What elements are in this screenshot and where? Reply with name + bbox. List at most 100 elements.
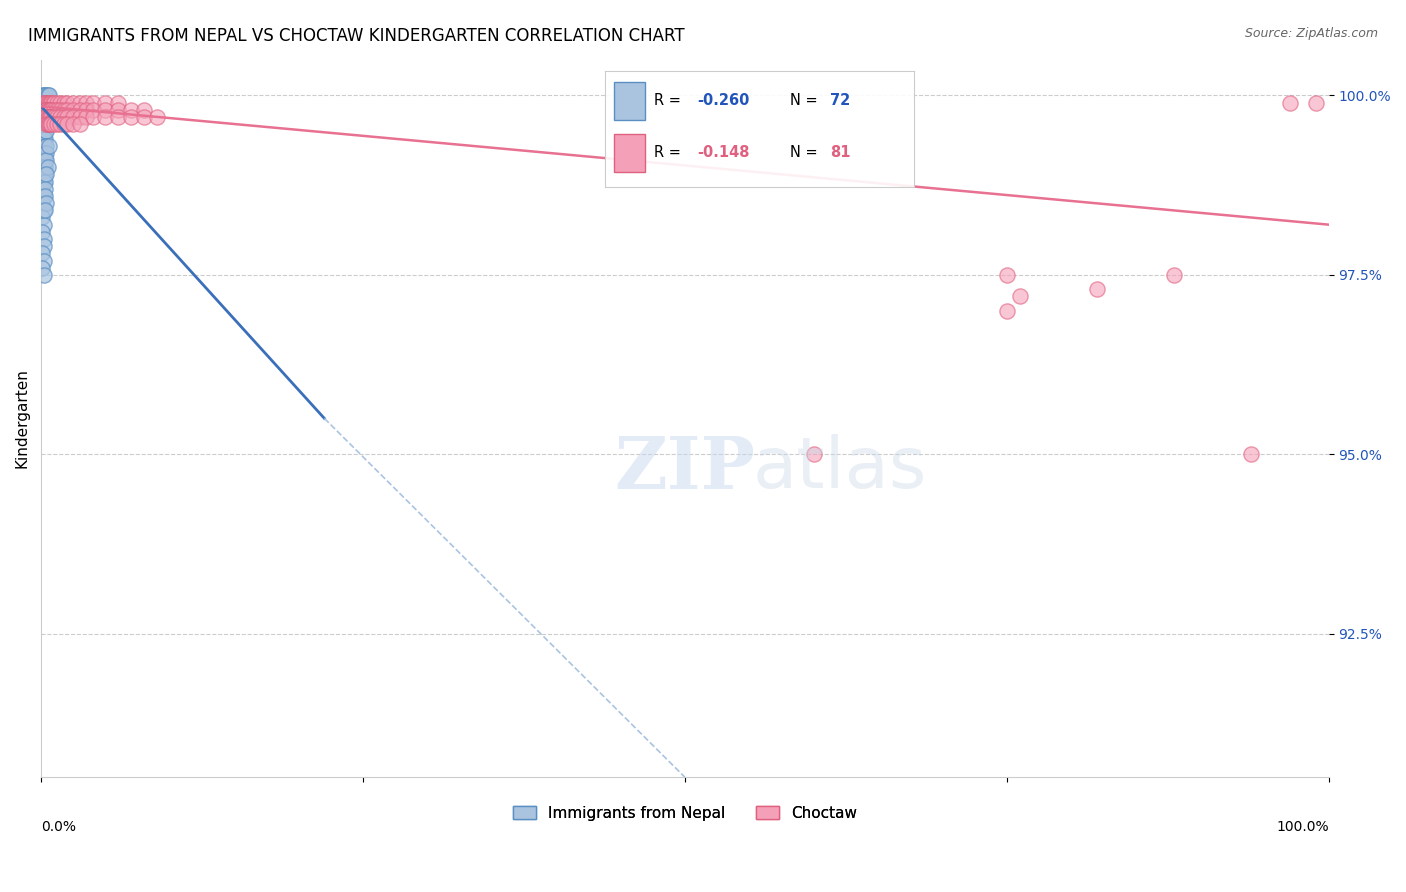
- Text: Source: ZipAtlas.com: Source: ZipAtlas.com: [1244, 27, 1378, 40]
- Point: [146, 110, 169, 124]
- Point: [35, 103, 58, 117]
- Point: [62, 103, 84, 117]
- Point: [38, 110, 60, 124]
- Point: [32, 131, 55, 145]
- Point: [62, 110, 84, 124]
- Point: [32, 253, 55, 268]
- Point: [132, 103, 155, 117]
- Point: [56, 95, 79, 110]
- Point: [32, 232, 55, 246]
- Point: [32, 203, 55, 218]
- Point: [41, 117, 63, 131]
- Point: [35, 196, 58, 211]
- Point: [34, 110, 56, 124]
- Point: [94, 95, 117, 110]
- Text: N =: N =: [790, 93, 823, 108]
- Point: [45, 110, 67, 124]
- Point: [31, 175, 53, 189]
- Point: [35, 117, 58, 131]
- Point: [39, 95, 62, 110]
- Point: [32, 110, 55, 124]
- Point: [38, 103, 60, 117]
- Point: [34, 175, 56, 189]
- Point: [32, 103, 55, 117]
- Point: [32, 95, 55, 110]
- Point: [41, 95, 63, 110]
- Point: [107, 103, 129, 117]
- Point: [75, 103, 97, 117]
- Point: [75, 95, 97, 110]
- Point: [42, 95, 65, 110]
- Point: [1085, 282, 1108, 296]
- Point: [31, 211, 53, 225]
- Point: [34, 145, 56, 160]
- Point: [31, 88, 53, 103]
- Point: [38, 138, 60, 153]
- Point: [1008, 289, 1031, 303]
- Point: [31, 182, 53, 196]
- Point: [49, 110, 72, 124]
- Point: [34, 88, 56, 103]
- Point: [32, 175, 55, 189]
- Point: [37, 88, 59, 103]
- Point: [31, 103, 53, 117]
- Point: [35, 145, 58, 160]
- Point: [31, 124, 53, 138]
- Point: [32, 268, 55, 282]
- Point: [31, 138, 53, 153]
- Point: [34, 103, 56, 117]
- Point: [803, 447, 825, 461]
- Text: R =: R =: [654, 145, 686, 160]
- Text: 81: 81: [831, 145, 851, 160]
- Point: [32, 117, 55, 131]
- Point: [995, 303, 1018, 318]
- Point: [34, 153, 56, 167]
- Point: [53, 103, 76, 117]
- Point: [32, 124, 55, 138]
- Point: [38, 95, 60, 110]
- Point: [56, 110, 79, 124]
- Point: [53, 95, 76, 110]
- Point: [34, 117, 56, 131]
- Bar: [614, 82, 645, 120]
- Point: [32, 153, 55, 167]
- Point: [1279, 95, 1302, 110]
- Bar: [614, 134, 645, 172]
- Point: [35, 103, 58, 117]
- Text: IMMIGRANTS FROM NEPAL VS CHOCTAW KINDERGARTEN CORRELATION CHART: IMMIGRANTS FROM NEPAL VS CHOCTAW KINDERG…: [28, 27, 685, 45]
- Y-axis label: Kindergarten: Kindergarten: [15, 368, 30, 468]
- Point: [35, 168, 58, 182]
- Point: [35, 138, 58, 153]
- Text: 0.0%: 0.0%: [41, 821, 76, 834]
- Point: [120, 103, 142, 117]
- Point: [120, 110, 142, 124]
- Point: [45, 117, 67, 131]
- Text: -0.148: -0.148: [697, 145, 749, 160]
- Point: [37, 95, 59, 110]
- Point: [31, 196, 53, 211]
- Point: [35, 88, 58, 103]
- Point: [39, 117, 62, 131]
- Point: [32, 88, 55, 103]
- Point: [34, 160, 56, 174]
- Point: [107, 110, 129, 124]
- Point: [31, 95, 53, 110]
- Point: [1305, 95, 1327, 110]
- Point: [31, 160, 53, 174]
- Point: [34, 138, 56, 153]
- Point: [94, 103, 117, 117]
- Point: [35, 124, 58, 138]
- Point: [35, 110, 58, 124]
- Point: [132, 110, 155, 124]
- Point: [32, 160, 55, 174]
- Text: 72: 72: [831, 93, 851, 108]
- Point: [45, 103, 67, 117]
- Point: [82, 103, 104, 117]
- Point: [45, 95, 67, 110]
- Point: [107, 95, 129, 110]
- Point: [37, 103, 59, 117]
- Point: [34, 203, 56, 218]
- Text: -0.260: -0.260: [697, 93, 749, 108]
- Point: [31, 260, 53, 275]
- Point: [94, 110, 117, 124]
